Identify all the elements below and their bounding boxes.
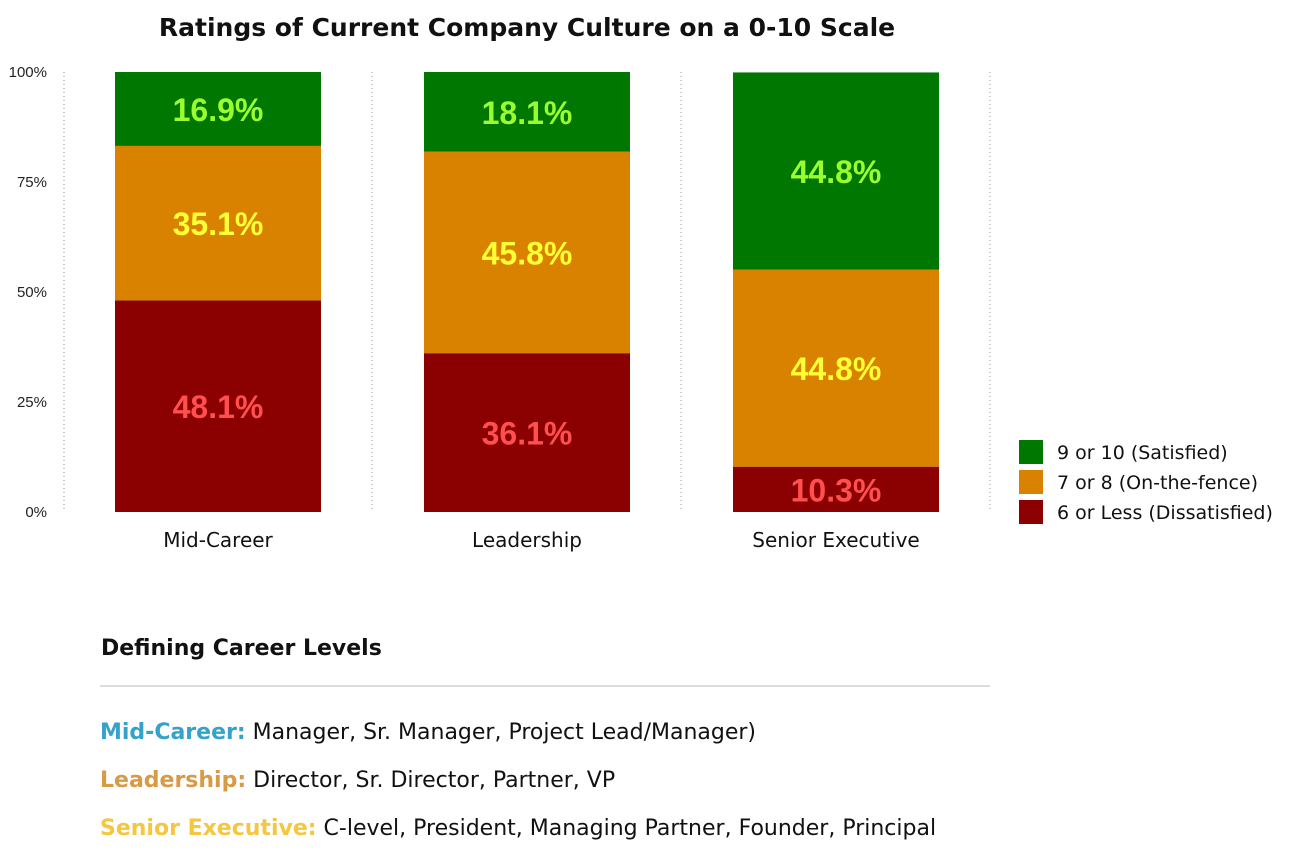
x-axis: Mid-Career Leadership Senior Executive [163,528,919,552]
x-category-label: Leadership [472,528,582,552]
data-label: 36.1% [482,416,573,452]
definition-text: Director, Sr. Director, Partner, VP [246,768,616,793]
data-label: 16.9% [173,92,264,128]
divider [100,685,990,687]
y-tick-label: 25% [17,394,47,411]
career-level-definitions: Defining Career Levels Mid-Career: Manag… [100,636,990,853]
definitions-heading: Defining Career Levels [101,636,382,661]
data-label: 10.3% [791,472,882,508]
legend-label: 6 or Less (Dissatisfied) [1057,502,1273,524]
stacked-bar-chart: Ratings of Current Company Culture on a … [9,13,1273,552]
y-tick-label: 50% [17,284,47,301]
chart-title: Ratings of Current Company Culture on a … [159,13,895,42]
bar-segment [733,72,939,270]
legend-label: 7 or 8 (On-the-fence) [1057,472,1258,494]
data-label: 44.8% [791,154,882,190]
bar-segment [115,72,321,146]
definition-mid-career: Mid-Career: Manager, Sr. Manager, Projec… [100,709,990,757]
legend-label: 9 or 10 (Satisfied) [1057,442,1228,464]
y-axis: 0% 25% 50% 75% 100% [9,64,47,521]
data-label: 18.1% [482,95,573,131]
bar-segment [733,269,939,467]
legend-swatch [1019,470,1043,494]
y-tick-label: 75% [17,174,47,191]
definition-text: Manager, Sr. Manager, Project Lead/Manag… [245,720,757,745]
bar-segment [115,145,321,301]
x-category-label: Mid-Career [163,528,273,552]
bar-segment [733,466,939,512]
y-tick-label: 100% [9,64,47,81]
grid-lines [63,72,991,512]
definition-term: Mid-Career: [100,720,246,745]
y-tick-label: 0% [25,504,47,521]
legend: 9 or 10 (Satisfied) 7 or 8 (On-the-fence)… [1019,440,1273,524]
definition-term: Leadership: [100,768,247,793]
bar-segment [424,353,630,512]
data-label: 44.8% [791,351,882,387]
bar-segment [424,72,630,152]
bars: 48.1% 35.1% 16.9% 36.1% 45.8% 18.1% 10.3% 44.8%… [115,72,939,512]
bar-segment [115,300,321,512]
data-label: 35.1% [173,206,264,242]
x-category-label: Senior Executive [752,528,919,552]
data-label: 45.8% [482,235,573,271]
legend-swatch [1019,440,1043,464]
legend-swatch [1019,500,1043,524]
bar-segment [424,151,630,354]
definition-term: Senior Executive: [100,816,317,841]
data-label: 48.1% [173,389,264,425]
definition-senior-executive: Senior Executive: C-level, President, Ma… [100,805,990,853]
definition-leadership: Leadership: Director, Sr. Director, Part… [100,757,990,805]
definition-text: C-level, President, Managing Partner, Fo… [316,816,937,841]
